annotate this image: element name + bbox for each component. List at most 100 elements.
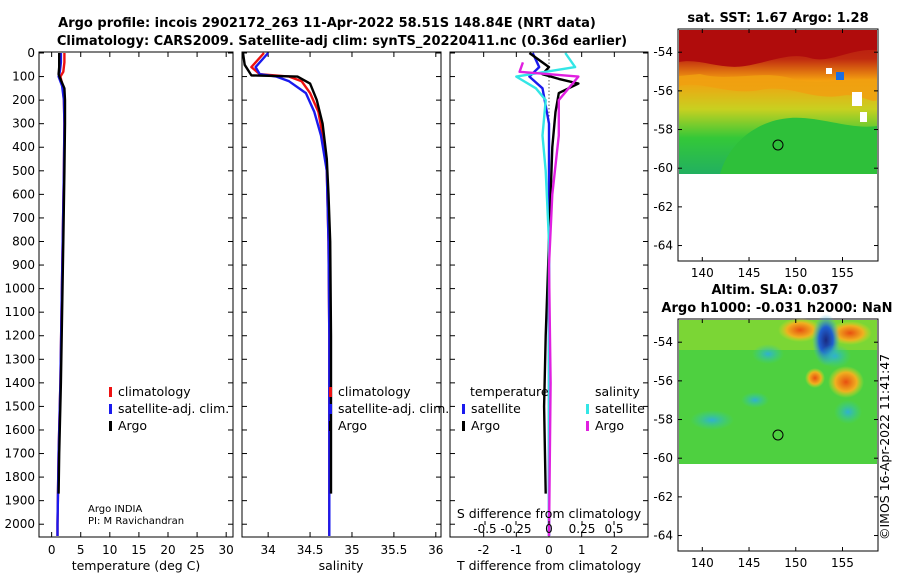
series-line-satellite-adj-clim- (254, 52, 331, 536)
salinity-panel: 34 34.5 35 35.5 36 salinity climatology sate… (241, 51, 449, 573)
legend-swatch-red (329, 387, 332, 397)
depth-tick-label: 600 (12, 187, 35, 201)
depth-tick-label: 1200 (4, 329, 35, 343)
legend-satellite-adj: satellite-adj. clim. (118, 401, 229, 416)
argo-position-marker (772, 429, 784, 441)
x-tick-label: 35.5 (381, 543, 408, 557)
sla-map-title-line2: Argo h1000: -0.031 h2000: NaN (661, 301, 892, 316)
x-tick-label: 1 (578, 543, 586, 557)
temperature-legend: climatology satellite-adj. clim. Argo (109, 384, 229, 433)
sla-map-axes: 140 145 150 155 -54 -56 -58 -60 -62 -64 (653, 319, 878, 570)
legend-swatch-black (109, 421, 112, 431)
sla-low (690, 410, 734, 430)
depth-tick-label: 2000 (4, 517, 35, 531)
legend-swatch-blue (462, 404, 465, 414)
difference-legend: temperature satellite Argo salinity sate… (462, 384, 645, 433)
sla-high (828, 366, 864, 398)
depth-tick-label: 200 (12, 93, 35, 107)
map-y-tick-label: -58 (653, 123, 673, 137)
depth-tick-label: 800 (12, 234, 35, 248)
depth-tick-label: 700 (12, 211, 35, 225)
x-tick-label: 20 (160, 543, 175, 557)
x-tick-label: 34 (261, 543, 276, 557)
x-tick-label: 5 (77, 543, 85, 557)
x-tick-label: 0 (545, 543, 553, 557)
map-y-tick-label: -56 (653, 84, 673, 98)
depth-tick-label: 900 (12, 258, 35, 272)
map-x-tick-label: 145 (738, 556, 761, 570)
sla-map-panel: Altim. SLA: 0.037 Argo h1000: -0.031 h20… (653, 283, 892, 570)
x-tick-label: -2 (478, 543, 490, 557)
legend-temperature-title: temperature (470, 384, 549, 399)
depth-axis: 0 100 200 300 400 500 600 700 800 900 1000 1100 1200… (4, 46, 233, 531)
x-tick-label: -1 (510, 543, 522, 557)
series-line-salinity-argo (518, 62, 580, 537)
credit-line1: Argo INDIA (88, 504, 143, 515)
sla-heatmap (679, 314, 877, 464)
map-x-tick-label: 155 (831, 556, 854, 570)
map-x-tick-label: 140 (691, 266, 714, 280)
series-line-argo (241, 52, 333, 494)
s-tick-label: -0.25 (500, 522, 531, 536)
x-tick-label: 2 (611, 543, 619, 557)
x-tick-label: 35 (344, 543, 359, 557)
depth-tick-label: 500 (12, 164, 35, 178)
depth-tick-label: 1600 (4, 423, 35, 437)
sst-cold-pool (720, 117, 877, 174)
temperature-series (56, 53, 67, 536)
depth-tick-label: 100 (12, 70, 35, 84)
map-x-tick-label: 140 (691, 556, 714, 570)
map-y-tick-label: -62 (653, 490, 673, 504)
map-x-tick-label: 155 (831, 266, 854, 280)
series-line-argo (57, 53, 67, 494)
depth-tick-label: 1900 (4, 494, 35, 508)
legend-salinity-title: salinity (595, 384, 640, 399)
s-tick-label: 0.5 (604, 522, 623, 536)
salinity-series (241, 52, 333, 536)
difference-panel: -2 -1 0 1 2 T difference from climatology S … (449, 51, 649, 573)
map-x-tick-label: 145 (738, 266, 761, 280)
depth-tick-label: 1500 (4, 399, 35, 413)
map-y-tick-label: -60 (653, 451, 673, 465)
legend-t-satellite: satellite (471, 401, 521, 416)
legend-swatch-cyan (586, 404, 589, 414)
sst-heatmap (679, 30, 877, 174)
depth-tick-label: 1800 (4, 470, 35, 484)
legend-argo: Argo (118, 418, 147, 433)
sst-map-axes: 140 145 150 155 -54 -56 -58 -60 -62 -64 (653, 29, 878, 280)
map-x-tick-label: 150 (784, 266, 807, 280)
sst-map-title: sat. SST: 1.67 Argo: 1.28 (687, 11, 868, 26)
sla-low (834, 400, 862, 424)
depth-tick-label: 400 (12, 140, 35, 154)
depth-tick-label: 300 (12, 117, 35, 131)
sst-gap (860, 112, 867, 122)
sst-gap (852, 92, 862, 106)
sla-map-title-line1: Altim. SLA: 0.037 (712, 283, 839, 298)
legend-satellite-adj: satellite-adj. clim. (338, 401, 449, 416)
map-y-tick-label: -54 (653, 335, 673, 349)
legend-swatch-red (109, 387, 112, 397)
credit-line2: PI: M Ravichandran (88, 516, 184, 527)
t-difference-xlabel: T difference from climatology (456, 558, 642, 573)
sla-low (741, 392, 769, 408)
depth-tick-label: 1400 (4, 376, 35, 390)
legend-swatch-blue (109, 404, 112, 414)
map-y-tick-label: -58 (653, 413, 673, 427)
salinity-x-axis: 34 34.5 35 35.5 36 (261, 52, 443, 557)
x-tick-label: 34.5 (297, 543, 324, 557)
s-tick-label: -0.5 (473, 522, 496, 536)
sst-warm-band (679, 30, 877, 67)
map-y-tick-label: -56 (653, 374, 673, 388)
salinity-axes-frame (241, 51, 442, 538)
sla-low (752, 344, 784, 364)
legend-climatology: climatology (118, 384, 191, 399)
difference-series (515, 52, 580, 537)
x-tick-label: 25 (189, 543, 204, 557)
series-line-temperature-satellite (528, 52, 551, 536)
sla-high (805, 368, 825, 388)
x-tick-label: 0 (48, 543, 56, 557)
sla-high (778, 318, 822, 342)
s-difference-ticks: -0.5 -0.25 0 0.25 0.5 (473, 521, 624, 536)
salinity-xlabel: salinity (319, 558, 364, 573)
legend-swatch-blue (329, 404, 332, 414)
